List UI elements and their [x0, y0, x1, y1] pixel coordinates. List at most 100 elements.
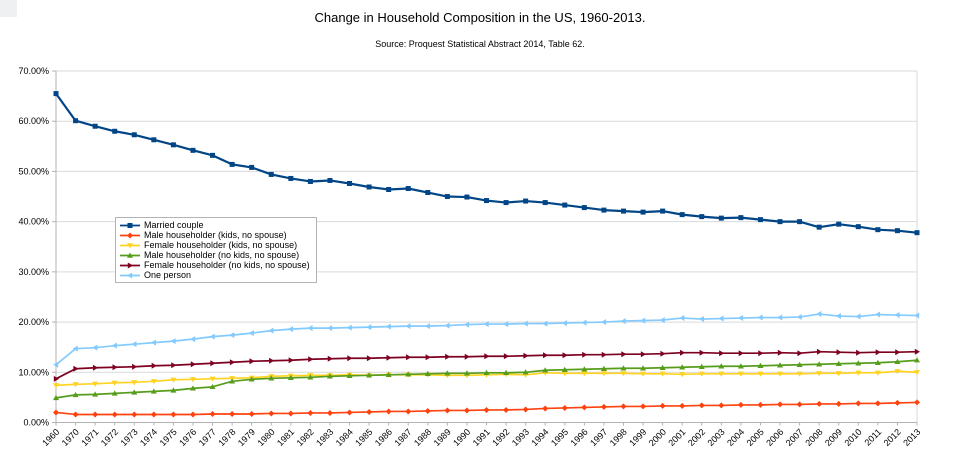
- data-point-marker: [874, 370, 881, 376]
- data-point-marker: [249, 358, 255, 365]
- x-tick-label: 1981: [275, 427, 296, 448]
- data-point-marker: [582, 351, 588, 358]
- x-tick-label: 1972: [99, 427, 120, 448]
- data-point-marker: [757, 314, 763, 321]
- data-point-marker: [561, 366, 568, 372]
- data-point-marker: [562, 352, 568, 359]
- data-point-marker: [718, 402, 725, 409]
- data-point-marker: [287, 410, 294, 417]
- data-point-marker: [248, 376, 255, 382]
- x-tick-label: 2003: [705, 427, 726, 448]
- data-point-marker: [895, 349, 901, 356]
- x-tick-label: 2002: [686, 427, 707, 448]
- data-point-marker: [797, 350, 803, 357]
- data-point-marker: [914, 370, 920, 376]
- data-point-marker: [111, 390, 118, 396]
- x-tick-label: 1992: [490, 427, 511, 448]
- legend-label: Male householder (no kids, no spouse): [144, 250, 300, 260]
- data-point-marker: [463, 321, 470, 328]
- data-point-marker: [640, 403, 647, 410]
- data-point-marker: [170, 377, 177, 383]
- data-point-marker: [131, 132, 137, 138]
- y-tick-label: 20.00%: [18, 317, 49, 327]
- data-point-marker: [600, 371, 607, 377]
- data-point-marker: [601, 351, 607, 358]
- data-point-marker: [816, 400, 823, 407]
- data-point-marker: [718, 371, 725, 377]
- data-point-marker: [737, 363, 744, 369]
- data-point-marker: [445, 353, 451, 360]
- data-point-marker: [542, 200, 548, 206]
- x-axis-labels: 1960197019711972197319741975197619771978…: [40, 422, 922, 448]
- data-point-marker: [151, 362, 157, 369]
- data-point-marker: [111, 411, 118, 418]
- data-point-marker: [503, 321, 509, 328]
- data-point-marker: [327, 355, 333, 362]
- data-point-marker: [229, 410, 236, 417]
- data-point-marker: [738, 215, 744, 221]
- data-point-marker: [366, 355, 373, 362]
- data-point-marker: [855, 360, 862, 366]
- data-point-marker: [268, 410, 275, 417]
- data-point-marker: [484, 198, 489, 204]
- data-point-marker: [92, 123, 98, 129]
- data-point-marker: [92, 364, 99, 371]
- data-point-marker: [307, 374, 314, 380]
- legend-item-female-householder-kids-no-spouse: Female householder (kids, no spouse): [119, 240, 310, 250]
- data-point-marker: [875, 349, 881, 356]
- data-point-marker: [855, 370, 862, 376]
- data-point-marker: [503, 406, 510, 413]
- data-point-marker: [53, 91, 59, 97]
- data-point-marker: [737, 401, 744, 408]
- data-point-marker: [210, 360, 216, 367]
- series-line: [55, 92, 918, 234]
- x-tick-label: 1960: [40, 427, 61, 448]
- data-point-marker: [855, 313, 861, 320]
- x-tick-label: 2005: [745, 427, 766, 448]
- data-point-marker: [621, 351, 627, 358]
- data-point-marker: [640, 209, 646, 215]
- x-tick-label: 2011: [863, 427, 884, 448]
- data-point-marker: [797, 219, 803, 225]
- data-point-marker: [72, 382, 79, 388]
- x-tick-label: 1997: [588, 427, 609, 448]
- data-point-marker: [326, 325, 333, 332]
- data-point-marker: [326, 409, 333, 416]
- data-point-marker: [150, 388, 157, 394]
- data-point-marker: [777, 362, 784, 368]
- x-tick-label: 2009: [823, 427, 844, 448]
- data-point-marker: [347, 180, 353, 186]
- data-point-marker: [307, 325, 313, 332]
- data-point-marker: [836, 221, 842, 227]
- legend: Married couple Male householder (kids, no…: [115, 217, 317, 283]
- data-point-marker: [307, 178, 313, 184]
- data-point-marker: [835, 360, 842, 366]
- x-tick-label: 1985: [353, 427, 374, 448]
- x-tick-label: 1989: [432, 427, 453, 448]
- legend-label: One person: [144, 270, 192, 280]
- data-point-marker: [719, 350, 725, 357]
- data-point-marker: [659, 317, 665, 324]
- data-point-marker: [190, 147, 196, 153]
- legend-item-male-householder-no-kids-no-spouse: Male householder (no kids, no spouse): [119, 250, 310, 260]
- x-tick-label: 1986: [373, 427, 394, 448]
- data-point-marker: [386, 354, 392, 361]
- data-point-marker: [209, 410, 216, 417]
- data-point-marker: [346, 324, 352, 331]
- x-tick-label: 1991: [471, 427, 492, 448]
- data-point-marker: [73, 118, 79, 124]
- series-married-couple: [53, 91, 920, 236]
- data-point-marker: [170, 387, 177, 393]
- data-point-marker: [856, 349, 862, 356]
- data-point-marker: [73, 365, 79, 372]
- data-point-marker: [894, 369, 901, 375]
- data-point-marker: [385, 323, 391, 330]
- data-point-marker: [874, 359, 881, 365]
- legend-marker-diamond-icon: [120, 232, 140, 238]
- data-point-marker: [268, 375, 275, 381]
- data-point-marker: [699, 214, 705, 220]
- data-point-marker: [816, 348, 823, 355]
- data-point-marker: [581, 371, 588, 377]
- data-point-marker: [150, 411, 157, 418]
